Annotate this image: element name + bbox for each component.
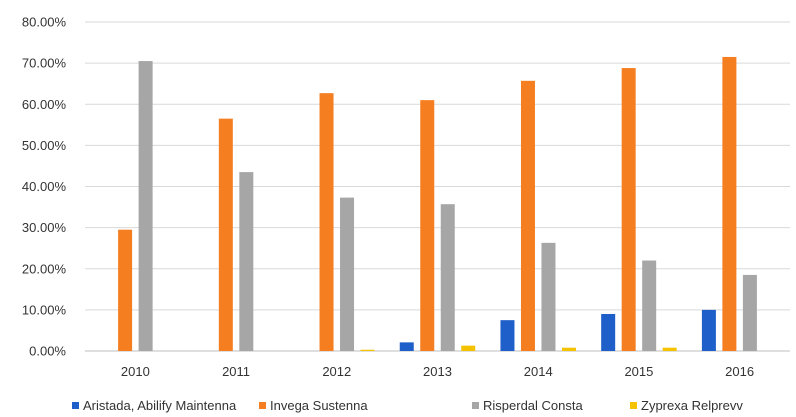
x-axis: 2010 2011 2012 2013 2014 2015 2016 — [121, 364, 754, 379]
legend-swatch — [259, 402, 266, 409]
x-tick-label: 2016 — [725, 364, 754, 379]
bar — [601, 313, 616, 351]
bar — [440, 204, 455, 351]
x-tick-label: 2011 — [222, 364, 250, 379]
bar — [340, 197, 355, 351]
y-tick-label: 40.00% — [22, 179, 67, 194]
bar — [399, 342, 414, 351]
bar — [239, 172, 254, 351]
bar — [701, 309, 716, 351]
bar — [319, 93, 334, 352]
x-tick-label: 2014 — [524, 364, 553, 379]
bar — [662, 347, 677, 351]
bar — [520, 80, 535, 351]
legend-swatch — [630, 402, 637, 409]
bar — [420, 100, 435, 351]
y-tick-label: 60.00% — [22, 97, 67, 112]
legend-label: Risperdal Consta — [483, 398, 583, 413]
bar — [500, 320, 515, 351]
bar — [742, 274, 757, 351]
bar — [621, 68, 636, 351]
legend-label: Invega Sustenna — [270, 398, 368, 413]
legend-swatch — [72, 402, 79, 409]
gridlines — [85, 21, 790, 352]
y-tick-label: 20.00% — [22, 261, 67, 276]
legend: Aristada, Abilify Maintenna Invega Susten… — [72, 398, 743, 413]
legend-label: Aristada, Abilify Maintenna — [83, 398, 237, 413]
y-axis: 0.00% 10.00% 20.00% 30.00% 40.00% 50.00% 60.00… — [22, 15, 67, 359]
bar — [561, 347, 576, 351]
y-tick-label: 50.00% — [22, 138, 67, 153]
bar — [138, 61, 153, 351]
y-tick-label: 70.00% — [22, 56, 67, 71]
y-tick-label: 10.00% — [22, 302, 67, 317]
bar — [722, 56, 737, 352]
bars — [118, 56, 757, 352]
bar — [360, 349, 375, 351]
legend-swatch — [472, 402, 479, 409]
legend-label: Zyprexa Relprevv — [641, 398, 743, 413]
bar — [461, 345, 476, 351]
y-tick-label: 0.00% — [29, 344, 66, 359]
x-tick-label: 2015 — [624, 364, 653, 379]
bar — [218, 118, 233, 351]
x-tick-label: 2010 — [121, 364, 150, 379]
bar — [118, 229, 133, 351]
bar — [642, 260, 657, 351]
x-tick-label: 2012 — [322, 364, 351, 379]
y-tick-label: 80.00% — [22, 15, 67, 30]
y-tick-label: 30.00% — [22, 220, 67, 235]
bar — [541, 242, 556, 351]
x-tick-label: 2013 — [423, 364, 452, 379]
